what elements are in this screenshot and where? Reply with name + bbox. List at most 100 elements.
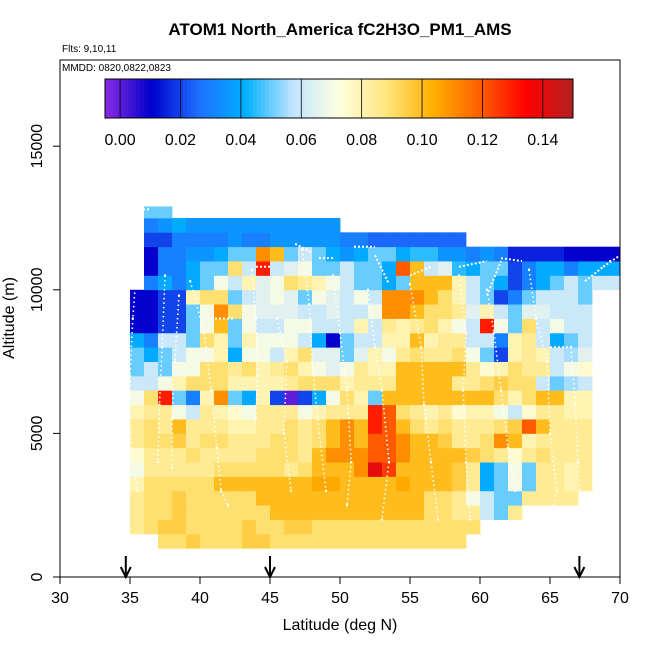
heatmap-cell [326,217,341,233]
colorbar-swatch [264,79,270,118]
heatmap-cell [214,304,229,319]
heatmap-cell [438,232,453,248]
heatmap-cell [214,490,229,506]
flight-path-point [254,317,258,320]
colorbar-swatch [335,79,340,118]
heatmap-cell [452,462,467,477]
colorbar-swatch [151,79,157,118]
flight-path-point [316,417,319,421]
x-tick-label: 65 [541,590,559,607]
colorbar-swatch [534,79,539,118]
heatmap-cell [186,289,201,305]
flight-path-profile [423,404,432,463]
flight-path-profile [171,361,176,420]
flight-path-point [128,374,132,378]
colorbar-swatch [350,79,356,118]
colorbar-swatch [506,79,512,118]
heatmap-cell [186,347,201,362]
heatmap-cell [354,404,369,420]
heatmap-cell [578,476,593,492]
heatmap-cell [158,361,173,377]
heatmap-cell [508,332,523,348]
heatmap-cell [508,390,523,406]
heatmap-cell [578,390,593,406]
heatmap-cell [312,347,327,362]
heatmap-cell [550,347,565,362]
heatmap-cell [270,447,285,463]
heatmap-cell [284,275,299,291]
heatmap-cell [144,232,159,248]
colorbar-swatch [280,79,285,118]
heatmap-cell [228,261,243,276]
heatmap-cell [158,419,173,434]
heatmap-cell [410,304,425,319]
colorbar-swatch [342,79,348,118]
heatmap-cell [130,476,145,492]
flight-path-profile [462,390,467,463]
heatmap-cell [564,447,579,463]
heatmap-cell [284,419,299,434]
heatmap-cell [410,275,425,291]
colorbar-swatch [112,79,118,118]
flight-path-point [156,460,160,464]
colorbar-swatch [311,79,317,118]
heatmap-cell [270,490,285,506]
heatmap-cell [214,476,229,492]
heatmap-cell [298,433,313,449]
heatmap-cell [298,462,313,477]
heatmap-cell [410,404,425,420]
heatmap-cell [186,390,201,406]
heatmap-cell [284,246,299,262]
heatmap-cell [340,533,355,549]
flight-path-point [499,389,503,392]
heatmap-cell [242,490,257,506]
heatmap-cell [578,433,593,449]
heatmap-cell [508,462,523,477]
heatmap-cell [536,462,551,477]
colorbar-swatch [159,79,164,118]
heatmap-cell [396,447,411,463]
heatmap-cell [158,476,173,492]
heatmap-cell [564,462,579,477]
heatmap-cell [200,519,215,535]
heatmap-cell [298,390,313,406]
colorbar-swatch [428,79,434,118]
heatmap-cell [396,519,411,535]
heatmap-cell [424,505,439,520]
heatmap-cell [284,261,299,276]
heatmap-cell [494,404,509,420]
heatmap-cell [158,261,173,276]
heatmap-cell [494,304,509,319]
heatmap-cell [382,361,397,377]
colorbar-swatch [296,79,301,118]
colorbar-swatch [303,79,309,118]
heatmap-cell [312,419,327,434]
heatmap-cell [130,519,145,535]
heatmap-cell [424,375,439,391]
heatmap-cell [186,433,201,449]
flight-path-profile [301,249,310,305]
heatmap-cell [158,519,173,535]
colorbar-swatch [401,79,406,118]
heatmap-cell [228,505,243,520]
colorbar-swatch [272,79,278,118]
heatmap-cell [200,246,215,262]
heatmap-cell [396,246,411,262]
colorbar-swatch [374,79,379,118]
heatmap-cell [508,433,523,449]
heatmap-cell [256,246,271,262]
heatmap-cell [480,261,495,276]
heatmap-cell [466,404,481,420]
heatmap-cell [480,318,495,334]
heatmap-cell [424,404,439,420]
heatmap-cell [606,261,621,276]
flight-path-point [546,532,549,536]
heatmap-cell [312,462,327,477]
heatmap-cell [242,533,257,549]
colorbar-swatch [163,79,168,118]
heatmap-cell [452,433,467,449]
colorbar-swatch [339,79,344,118]
heatmap-cell [144,261,159,276]
colorbar-tick-label: 0.00 [105,132,136,149]
heatmap-cell [298,318,313,334]
